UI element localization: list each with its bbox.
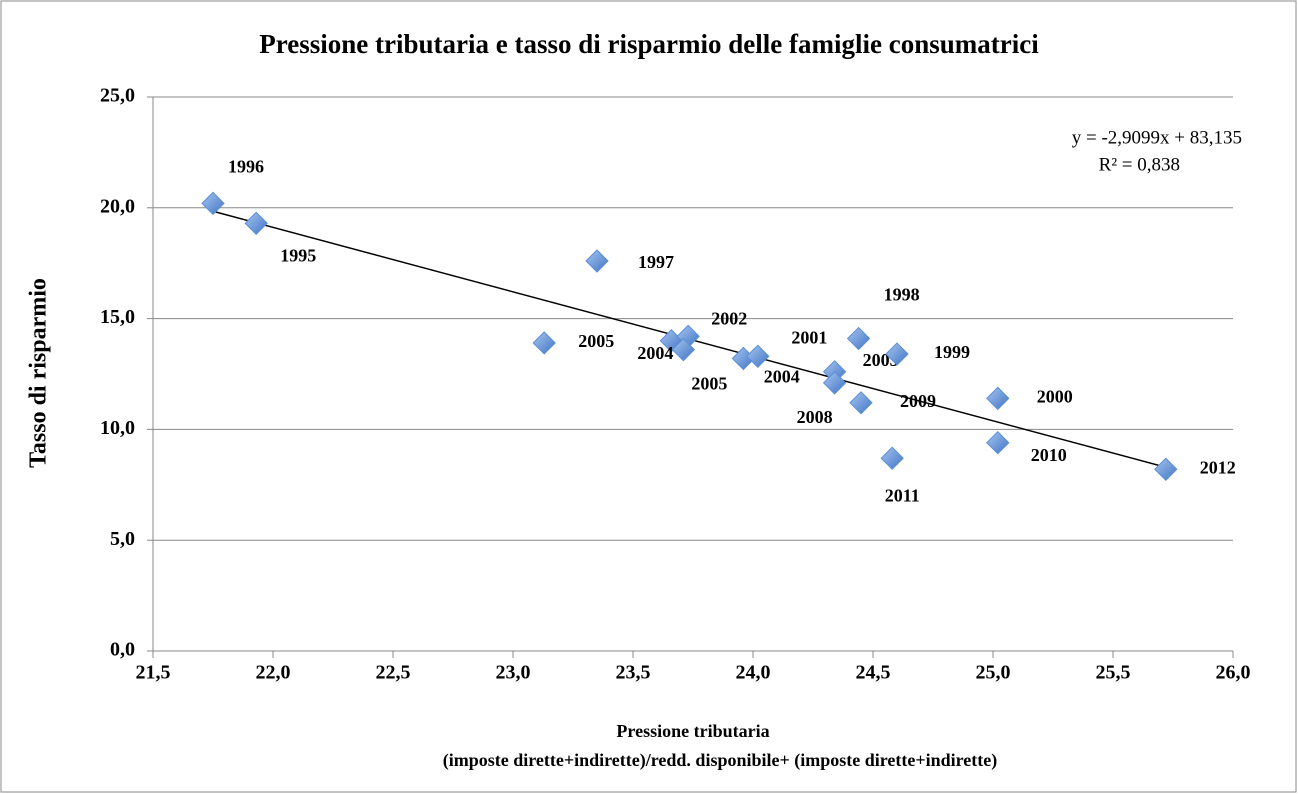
x-tick-label: 25,0 [976,662,1011,684]
y-tick-label: 25,0 [100,85,135,107]
data-point [885,342,909,366]
data-point [671,337,696,362]
y-tick-label: 20,0 [100,195,135,217]
data-point [880,446,904,470]
point-label: 2011 [885,485,920,505]
y-axis-title: Tasso di risparmio [26,278,52,468]
x-tick-label: 26,0 [1216,662,1251,684]
point-label: 2000 [1037,387,1073,407]
point-label: 1999 [934,342,970,362]
x-tick-label: 23,0 [496,662,531,684]
point-label: 2010 [1031,445,1067,465]
chart-title: Pressione tributaria e tasso di risparmi… [259,29,1039,59]
x-tick-label: 22,0 [256,662,291,684]
data-point [585,249,609,273]
trend-r2: R² = 0,838 [1099,154,1180,175]
x-axis-title: Pressione tributaria [616,721,769,741]
data-point [822,371,847,395]
point-label: 1996 [228,156,264,176]
x-tick-label: 22,5 [376,662,411,684]
data-point [846,326,871,351]
point-label: 2005 [691,374,727,394]
data-point [746,344,770,368]
point-label: 2002 [711,308,747,328]
y-tick-label: 10,0 [100,417,135,439]
data-point [1154,457,1178,481]
point-label: 2004 [637,343,673,363]
data-point [849,391,873,415]
point-label: 2008 [797,407,833,427]
point-label: 1997 [638,252,674,272]
x-tick-label: 21,5 [136,662,171,684]
point-label: 2012 [1200,457,1236,477]
data-point [986,386,1010,411]
y-tick-label: 15,0 [100,306,135,328]
point-label: 2004 [764,366,800,386]
y-tick-label: 0,0 [110,639,135,661]
x-tick-label: 23,5 [616,662,651,684]
trend-equation: y = -2,9099x + 83,135 [1072,127,1242,148]
point-label: 2001 [791,328,827,348]
x-tick-label: 24,0 [736,662,771,684]
data-point [244,211,268,236]
point-label: 2009 [900,391,936,411]
x-tick-label: 24,5 [856,662,891,684]
point-label: 1998 [884,285,920,305]
point-label: 1995 [280,245,316,265]
y-tick-label: 5,0 [110,528,135,550]
data-point [532,331,556,355]
data-point [201,191,225,216]
data-point [986,430,1010,455]
x-axis-note: (imposte dirette+indirette)/redd. dispon… [443,750,998,771]
point-label: 2005 [578,331,614,351]
x-tick-label: 25,5 [1096,662,1131,684]
